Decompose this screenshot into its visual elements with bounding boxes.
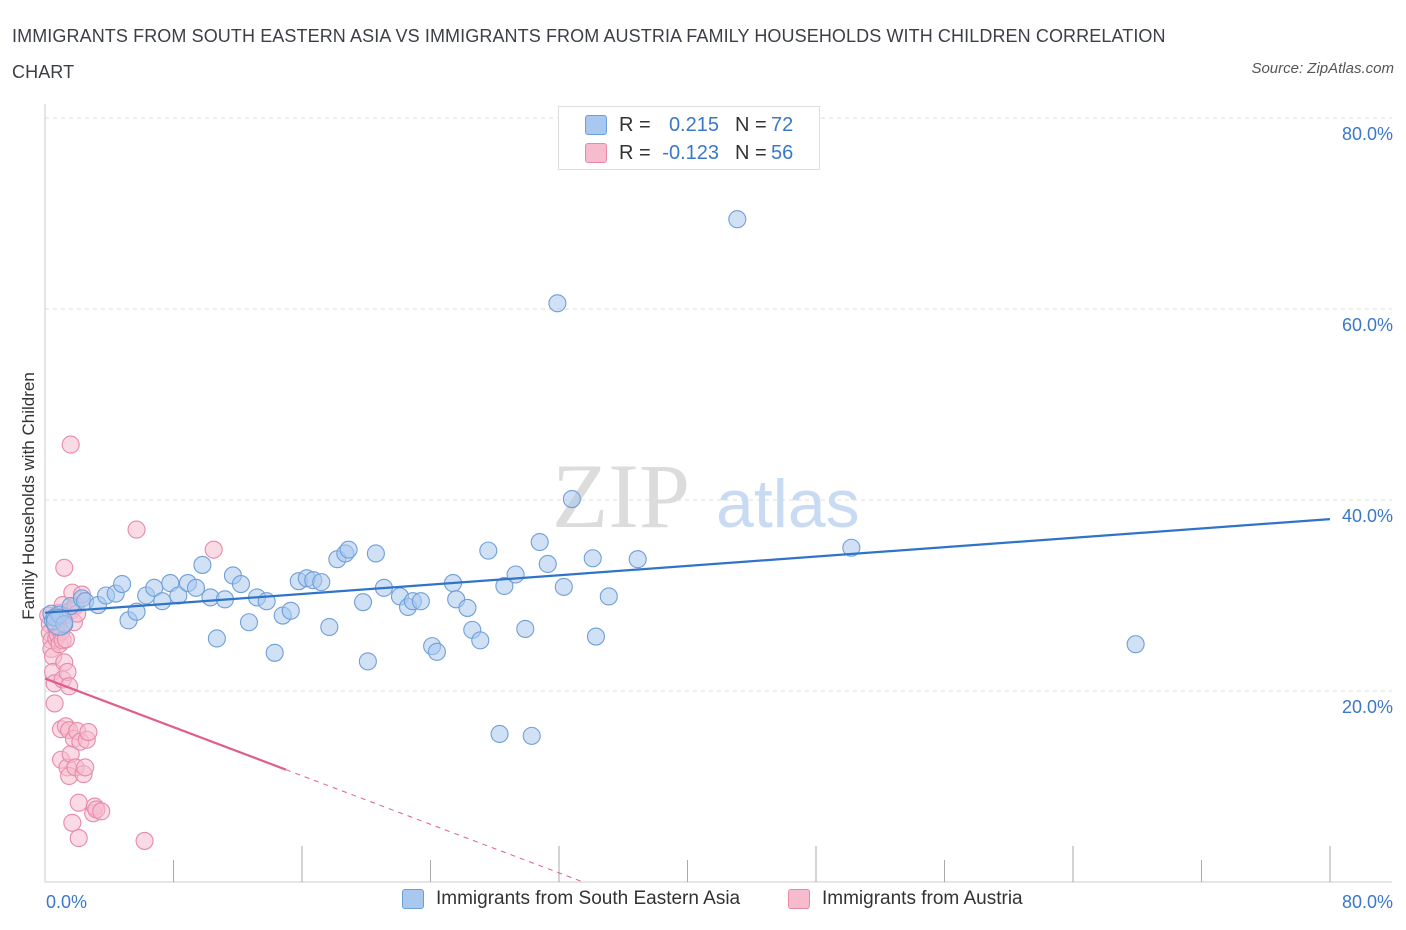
x-tick-label: 80.0%: [1342, 892, 1393, 912]
austria-point: [127, 520, 146, 539]
grid-layer: [45, 117, 1392, 692]
n-value: 72: [771, 113, 794, 136]
y-tick-label: 40.0%: [1342, 506, 1393, 526]
sea-point: [562, 489, 581, 509]
sea-point: [366, 544, 385, 563]
y-tick-label: 60.0%: [1342, 315, 1393, 335]
y-axis-title: Family Households with Children: [19, 372, 38, 620]
austria-point: [63, 813, 82, 832]
austria-swatch: [585, 143, 607, 163]
sea-point: [265, 643, 284, 662]
sea-point: [538, 554, 557, 574]
austria-point: [69, 829, 88, 848]
source-label: Source: ZipAtlas.com: [1251, 60, 1394, 77]
austria-point: [92, 802, 111, 821]
r-value: -0.123: [662, 141, 719, 164]
austria-point: [76, 758, 95, 777]
stats-row-austria: R = -0.123 N = 56: [585, 139, 793, 167]
sea-point: [548, 294, 567, 313]
sea-legend-swatch: [402, 889, 424, 909]
sea-point: [599, 587, 618, 606]
austria-legend-label: Immigrants from Austria: [822, 888, 1023, 909]
sea-point: [193, 555, 212, 574]
sea-point: [153, 592, 172, 611]
sea-point: [281, 601, 300, 620]
sea-point: [339, 540, 358, 559]
sea-point: [522, 726, 541, 745]
legend-item-austria[interactable]: Immigrants from Austria: [788, 888, 1023, 910]
austria-point: [55, 558, 74, 577]
sea-point: [411, 592, 430, 611]
n-label: N =: [735, 113, 767, 136]
sea-point: [113, 574, 132, 594]
sea-point: [186, 578, 206, 597]
sea-point: [320, 617, 339, 637]
r-label: R =: [619, 113, 651, 136]
sea-point: [127, 602, 146, 621]
sea-point: [479, 541, 498, 560]
sea-point: [554, 577, 573, 596]
watermark: ZIP atlas: [552, 445, 860, 547]
stats-legend: R = 0.215 N = 72 R = -0.123 N = 56: [558, 106, 820, 170]
austria-trend-extension: [285, 769, 584, 883]
sea-point: [490, 724, 509, 744]
austria-trend-line: [44, 677, 287, 771]
austria-point: [69, 793, 88, 812]
sea-swatch: [585, 115, 607, 135]
sea-point: [506, 565, 525, 584]
r-label: R =: [619, 141, 651, 164]
chart-title: IMMIGRANTS FROM SOUTH EASTERN ASIA VS IM…: [12, 26, 1166, 82]
austria-point: [79, 723, 98, 742]
sea-point: [530, 532, 549, 552]
sea-point: [495, 576, 514, 596]
sea-point: [1126, 635, 1145, 654]
sea-point: [458, 598, 477, 617]
austria-legend-swatch: [788, 889, 810, 909]
sea-point: [353, 593, 373, 612]
trend-lines: [44, 518, 1331, 883]
n-label: N =: [735, 141, 767, 164]
sea-point-cluster: [45, 608, 74, 636]
sea-point: [728, 210, 747, 229]
sea-point: [358, 652, 377, 671]
stats-row-sea: R = 0.215 N = 72: [585, 111, 793, 139]
austria-point: [135, 831, 154, 850]
x-tick-label: 0.0%: [46, 892, 87, 912]
n-value: 56: [771, 141, 794, 164]
y-tick-label: 20.0%: [1342, 697, 1393, 717]
series-legend: Immigrants from South Eastern Asia Immig…: [0, 888, 1406, 916]
austria-point: [45, 694, 64, 713]
austria-point: [204, 540, 223, 559]
austria-point: [61, 435, 80, 454]
axis-layer: 20.0% 40.0% 60.0% 80.0% 0.0% 80.0%: [44, 104, 1393, 912]
sea-point: [516, 619, 535, 638]
sea-point: [583, 549, 602, 568]
sea-point: [471, 631, 490, 650]
sea-point: [239, 613, 259, 632]
sea-point: [427, 642, 446, 661]
sea-point: [586, 627, 605, 646]
y-tick-label: 80.0%: [1342, 124, 1393, 144]
sea-point: [628, 550, 647, 569]
legend-item-sea[interactable]: Immigrants from South Eastern Asia: [402, 888, 740, 910]
sea-point: [842, 538, 861, 557]
watermark-atlas: atlas: [716, 466, 860, 542]
sea-legend-label: Immigrants from South Eastern Asia: [436, 888, 741, 909]
sea-point: [207, 629, 226, 648]
sea-point: [312, 573, 331, 592]
sea-trend-line: [44, 518, 1331, 614]
r-value: 0.215: [668, 113, 719, 136]
austria-points: [39, 435, 223, 850]
sea-point: [231, 574, 251, 594]
